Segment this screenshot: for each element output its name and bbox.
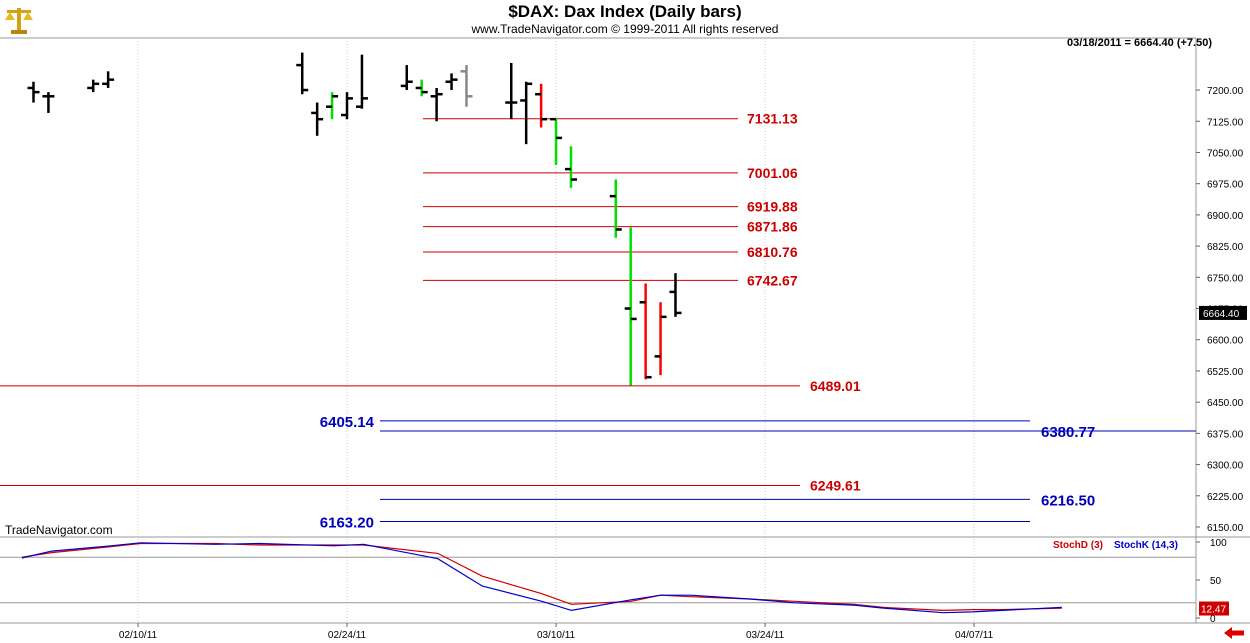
- ohlc-bar: [460, 65, 473, 107]
- x-tick-label: 02/10/11: [119, 630, 158, 641]
- red-level-label: 6871.86: [747, 219, 798, 235]
- red-level-label: 6919.88: [747, 199, 798, 215]
- y-tick-label: 6825.00: [1207, 242, 1244, 253]
- stoch-y-tick-label: 100: [1210, 538, 1227, 549]
- y-tick-label: 6450.00: [1207, 398, 1244, 409]
- ohlc-bar: [326, 92, 339, 120]
- ohlc-bar: [654, 302, 667, 376]
- ohlc-bar: [624, 227, 637, 386]
- stoch-k-legend: StochK (14,3): [1114, 540, 1178, 551]
- y-tick-label: 6225.00: [1207, 492, 1244, 503]
- y-tick-label: 6375.00: [1207, 429, 1244, 440]
- ohlc-bar: [609, 179, 622, 238]
- blue-level-label: 6380.77: [1041, 424, 1095, 441]
- stoch-d-legend: StochD (3): [1053, 540, 1103, 551]
- x-tick-label: 03/24/11: [746, 630, 785, 641]
- chart-header: $DAX: Dax Index (Daily bars) www.TradeNa…: [0, 0, 1250, 38]
- y-tick-label: 6975.00: [1207, 180, 1244, 191]
- chart-subtitle: www.TradeNavigator.com © 1999-2011 All r…: [471, 22, 779, 36]
- ohlc-bar: [311, 102, 324, 136]
- ohlc-bar: [564, 146, 577, 188]
- ohlc-bar: [639, 283, 652, 380]
- ohlc-bar: [505, 63, 518, 120]
- y-tick-label: 6300.00: [1207, 461, 1244, 472]
- stoch-y-tick-label: 0: [1210, 614, 1216, 625]
- last-price-tag-label: 6664.40: [1203, 309, 1240, 320]
- stoch-last-value-label: 12.47: [1201, 605, 1226, 616]
- red-level-label: 6489.01: [810, 378, 861, 394]
- stoch-y-tick-label: 50: [1210, 576, 1222, 587]
- ohlc-bar: [400, 65, 413, 91]
- ohlc-bar: [27, 81, 40, 103]
- x-tick-label: 04/07/11: [955, 630, 994, 641]
- blue-level-label: 6163.20: [320, 515, 374, 532]
- ohlc-bar: [415, 79, 428, 97]
- chart-title: $DAX: Dax Index (Daily bars): [508, 2, 742, 21]
- y-tick-label: 6525.00: [1207, 367, 1244, 378]
- ohlc-bar: [355, 54, 368, 109]
- stoch-series-line: [21, 542, 1062, 612]
- ohlc-bar: [87, 79, 100, 93]
- ohlc-bar: [445, 73, 458, 91]
- stoch-series-line: [21, 542, 1062, 614]
- last-price-readout: 03/18/2011 = 6664.40 (+7.50): [1067, 37, 1212, 49]
- brand-watermark: TradeNavigator.com: [5, 523, 113, 537]
- y-tick-label: 7200.00: [1207, 86, 1244, 97]
- ohlc-bar: [430, 87, 443, 122]
- x-tick-label: 03/10/11: [537, 630, 576, 641]
- ohlc-bar: [42, 92, 55, 113]
- ohlc-bar: [669, 273, 682, 317]
- y-tick-label: 6900.00: [1207, 211, 1244, 222]
- y-tick-label: 6150.00: [1207, 523, 1244, 534]
- y-tick-label: 6600.00: [1207, 336, 1244, 347]
- red-level-label: 6810.76: [747, 244, 798, 260]
- blue-level-label: 6216.50: [1041, 492, 1095, 509]
- ohlc-bar: [341, 92, 354, 120]
- scales-logo-icon: [5, 8, 33, 34]
- red-level-label: 6742.67: [747, 272, 798, 288]
- red-level-label: 7001.06: [747, 165, 798, 181]
- ohlc-bar: [102, 71, 115, 88]
- red-level-label: 7131.13: [747, 111, 798, 127]
- y-tick-label: 6750.00: [1207, 273, 1244, 284]
- ohlc-bar: [520, 81, 533, 145]
- y-tick-label: 7125.00: [1207, 117, 1244, 128]
- blue-level-label: 6405.14: [320, 414, 375, 431]
- y-tick-label: 7050.00: [1207, 148, 1244, 159]
- scroll-left-arrow-icon[interactable]: [1222, 626, 1246, 640]
- ohlc-bar: [535, 83, 548, 128]
- x-tick-label: 02/24/11: [328, 630, 367, 641]
- ohlc-bar: [296, 52, 309, 95]
- ohlc-bar: [550, 117, 563, 165]
- last-price-tag: [1199, 305, 1247, 320]
- red-level-label: 6249.61: [810, 478, 861, 494]
- stoch-last-value-tag: [1199, 601, 1229, 616]
